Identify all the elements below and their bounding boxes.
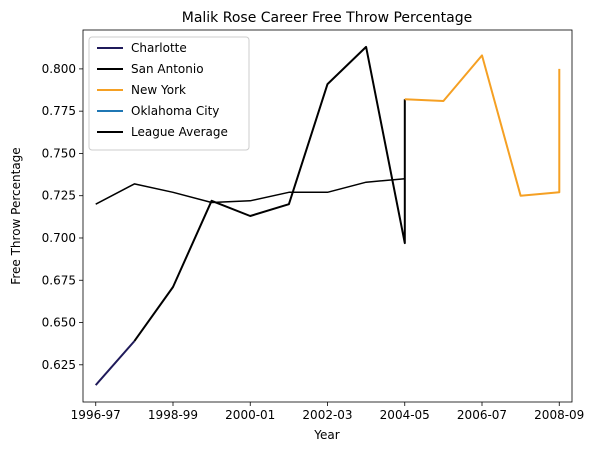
x-tick-label: 2002-03 [302, 408, 352, 422]
series-line-charlotte [94, 340, 136, 386]
y-tick-label: 0.775 [42, 104, 76, 118]
legend: Charlotte San Antonio New York Oklahoma Cit… [88, 36, 250, 151]
legend-label: Oklahoma City [131, 104, 219, 118]
x-tick-label: 2006-07 [457, 408, 507, 422]
y-tick-label: 0.625 [42, 358, 76, 372]
legend-box [88, 36, 250, 151]
chart-title: Malik Rose Career Free Throw Percentage [182, 10, 473, 26]
series-line-san-antonio [133, 45, 406, 342]
series-line-new-york [404, 54, 561, 197]
legend-label: Charlotte [131, 41, 187, 55]
legend-label: League Average [131, 125, 228, 139]
y-tick-label: 0.700 [42, 231, 76, 245]
x-tick-label: 1998-99 [148, 408, 198, 422]
y-tick-label: 0.725 [42, 189, 76, 203]
legend-label: San Antonio [131, 62, 204, 76]
x-tick-label: 2004-05 [380, 408, 430, 422]
x-axis-label: Year [313, 428, 339, 442]
y-tick-label: 0.675 [42, 273, 76, 287]
series-line-league-average [95, 178, 405, 205]
x-tick-label: 2008-09 [534, 408, 584, 422]
y-tick-label: 0.650 [42, 316, 76, 330]
y-tick-label: 0.750 [42, 146, 76, 160]
x-tick-label: 1996-97 [71, 408, 121, 422]
legend-label: New York [131, 83, 186, 97]
y-axis-label: Free Throw Percentage [9, 147, 23, 284]
x-tick-label: 2000-01 [225, 408, 275, 422]
plot-area: 0.625 0.650 0.675 0.700 0.725 0.750 0.775 0.800… [42, 29, 584, 422]
y-tick-label: 0.800 [42, 62, 76, 76]
